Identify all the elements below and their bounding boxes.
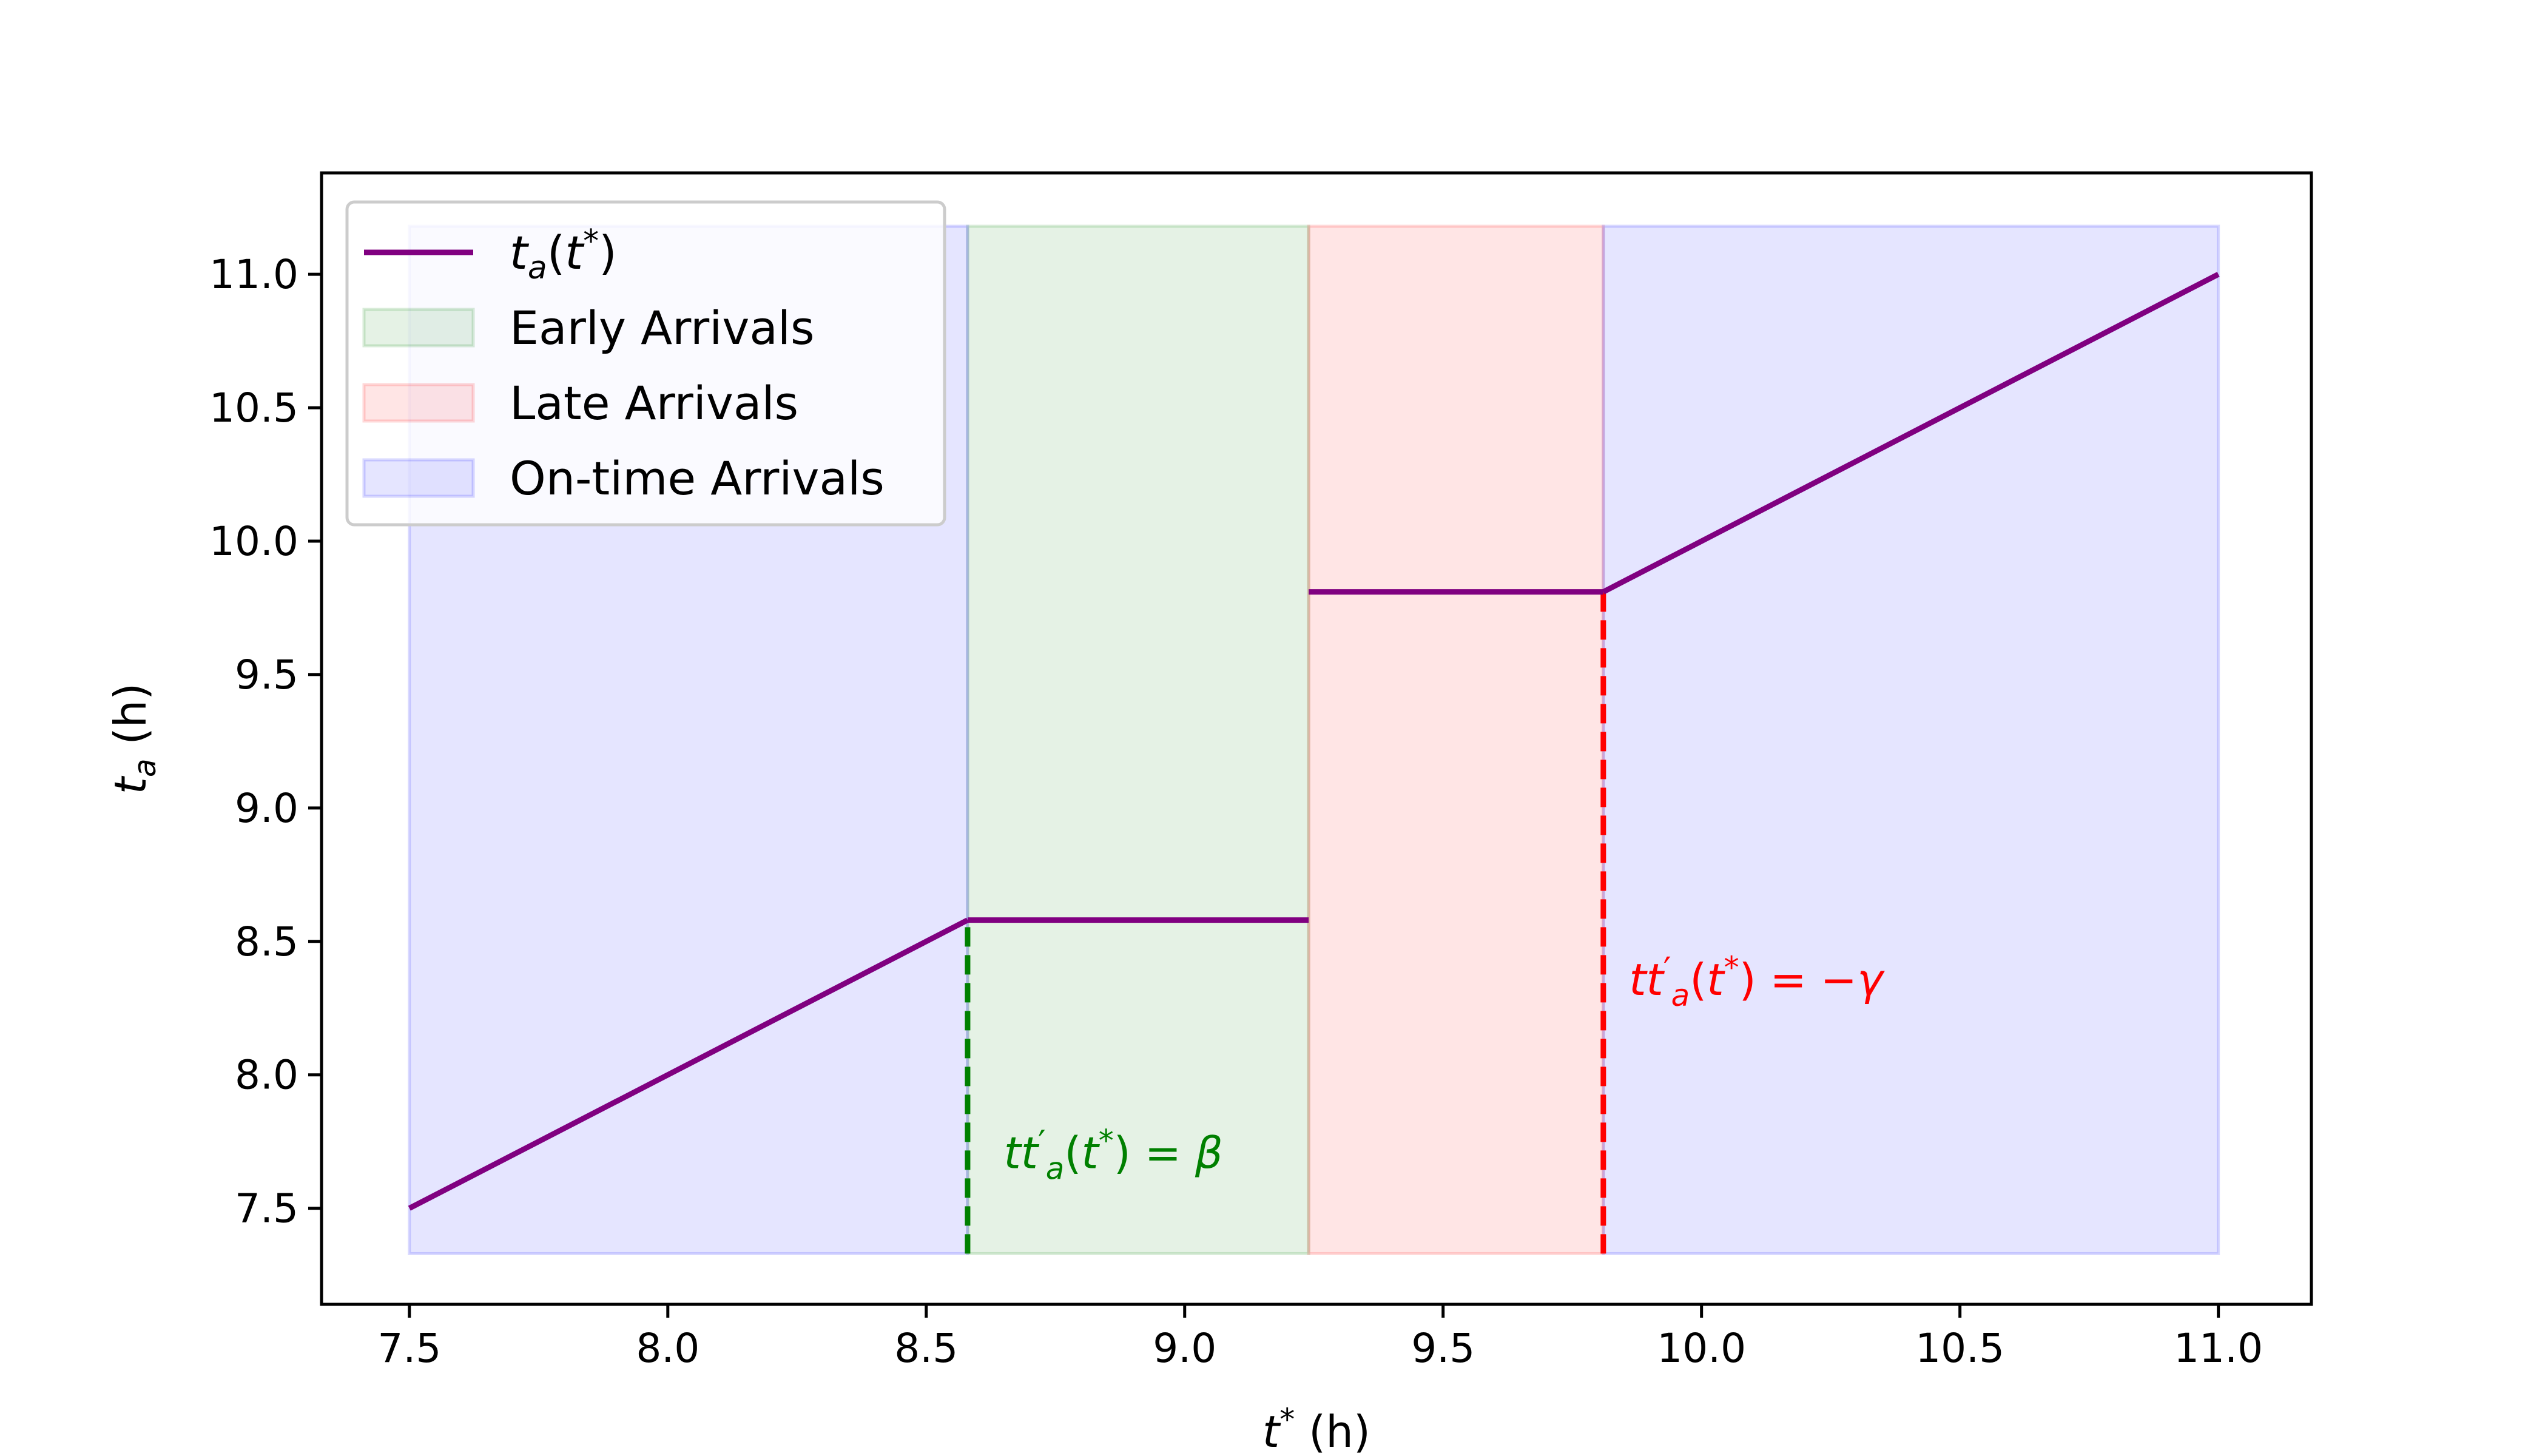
legend-label-1: Early Arrivals [510, 301, 815, 355]
y-tick-label: 8.0 [235, 1052, 298, 1099]
annotation-0: tt′a(t*) = β [1004, 1124, 1223, 1187]
annotation-arg: t [1081, 1128, 1100, 1179]
annotation-prime: ′ [1663, 951, 1671, 990]
y-tick-label: 7.5 [235, 1185, 298, 1232]
annotation-rhs: −γ [1821, 954, 1885, 1005]
legend-box [345, 200, 946, 527]
legend-label-3: On-time Arrivals [510, 451, 885, 505]
annotation-sup: * [1724, 950, 1739, 985]
plot-frame [320, 171, 2313, 1306]
legend-label-arg: t [565, 226, 585, 280]
annotation-paren-open: ( [1064, 1128, 1081, 1179]
x-tick-label: 8.5 [894, 1325, 958, 1372]
annotation-var: tt [1004, 1128, 1040, 1179]
x-axis-label-unit: (h) [1295, 1406, 1370, 1456]
y-axis-label-unit: (h) [105, 683, 156, 759]
legend-label-sup: * [583, 223, 599, 260]
region-early-arrivals-0 [966, 224, 1310, 1255]
x-axis-label-var: t [1262, 1406, 1281, 1456]
x-tick-label: 10.5 [1915, 1325, 2004, 1372]
series-line-segment-3 [1602, 272, 2220, 595]
y-tick-label: 9.0 [235, 785, 298, 832]
legend-label-2: Late Arrivals [510, 376, 798, 430]
y-axis-label-sub: a [127, 758, 163, 777]
annotation-eq: ) = [1739, 954, 1821, 1005]
region-late-arrivals-1 [1307, 224, 1605, 1255]
annotation-1: tt′a(t*) = −γ [1629, 950, 1885, 1013]
x-tick-label: 10.0 [1657, 1325, 1746, 1372]
x-tick-label: 7.5 [377, 1325, 441, 1372]
annotation-sup: * [1099, 1124, 1114, 1159]
series-line-segment-0 [408, 917, 969, 1211]
y-tick-label: 10.0 [209, 518, 298, 565]
y-tick-label: 8.5 [235, 918, 298, 965]
annotation-prime: ′ [1038, 1124, 1046, 1164]
x-tick-label: 11.0 [2174, 1325, 2263, 1372]
x-axis-label-sup: * [1279, 1402, 1295, 1437]
x-axis-label: t* (h) [1262, 1402, 1370, 1456]
region-on-time-arrivals-3 [1602, 224, 2220, 1255]
y-axis-label-var: t [105, 775, 156, 794]
x-tick-label: 9.5 [1411, 1325, 1475, 1372]
y-axis-label: ta (h) [105, 683, 163, 795]
legend-label-0: ta(t*) [510, 223, 617, 286]
legend-label-var: t [510, 226, 530, 280]
y-tick-label: 9.5 [235, 652, 298, 698]
annotation-eq: ) = [1114, 1128, 1195, 1179]
legend-swatch-late-arrivals [362, 383, 475, 423]
annotation-rhs: β [1195, 1128, 1223, 1179]
annotation-sub: a [1671, 978, 1690, 1013]
y-tick-label: 10.5 [209, 385, 298, 431]
y-tick-label: 11.0 [209, 251, 298, 298]
legend-swatch-early-arrivals [362, 308, 475, 348]
x-tick-label: 9.0 [1153, 1325, 1216, 1372]
legend-label-paren-close: ) [599, 226, 617, 280]
annotation-arg: t [1707, 954, 1725, 1005]
legend-swatch-on-time-arrivals [362, 458, 475, 498]
legend-label-paren-open: ( [547, 226, 565, 280]
annotation-var: tt [1629, 954, 1665, 1005]
legend-label-sub: a [528, 250, 547, 286]
x-tick-label: 8.0 [636, 1325, 699, 1372]
annotation-sub: a [1046, 1151, 1065, 1187]
annotation-paren-open: ( [1690, 954, 1707, 1005]
